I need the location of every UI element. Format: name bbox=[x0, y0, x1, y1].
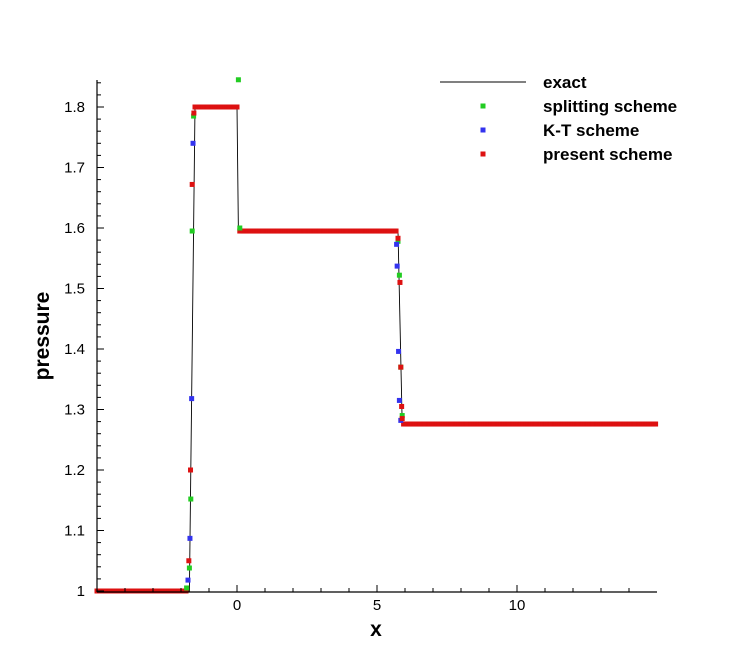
legend: exact splitting scheme K-T scheme present s… bbox=[440, 73, 677, 164]
point-present-scheme bbox=[186, 558, 192, 564]
y-tick-label: 1 bbox=[77, 583, 85, 600]
present-plateau-marker bbox=[183, 588, 189, 594]
point-k-t-scheme bbox=[396, 348, 402, 354]
point-present-scheme bbox=[399, 403, 405, 409]
legend-label: K-T scheme bbox=[543, 121, 639, 140]
point-present-scheme bbox=[188, 467, 194, 473]
y-tick-label: 1.4 bbox=[64, 341, 85, 358]
point-splitting-scheme bbox=[396, 272, 402, 278]
point-splitting-scheme bbox=[235, 77, 241, 83]
legend-label: present scheme bbox=[543, 145, 672, 164]
x-tick-label: 0 bbox=[233, 597, 241, 614]
x-tick-label: 10 bbox=[509, 597, 526, 614]
present-plateau-marker bbox=[653, 421, 659, 427]
y-tick-label: 1.3 bbox=[64, 402, 85, 419]
point-splitting-scheme bbox=[191, 113, 197, 119]
ticks: 1 1.1 1.2 1.3 1.4 1.5 1.6 1.7 1.8 0 5 10 bbox=[64, 82, 630, 614]
point-splitting-scheme bbox=[399, 413, 405, 419]
point-k-t-scheme bbox=[187, 535, 193, 541]
series-line-exact bbox=[97, 106, 657, 592]
y-tick-label: 1.2 bbox=[64, 462, 85, 479]
legend-marker bbox=[480, 127, 486, 133]
point-present-scheme bbox=[398, 364, 404, 370]
legend-marker bbox=[480, 103, 486, 109]
point-present-scheme bbox=[189, 181, 195, 187]
point-present-scheme bbox=[395, 235, 401, 241]
legend-label: splitting scheme bbox=[543, 97, 677, 116]
point-splitting-scheme bbox=[186, 565, 192, 571]
y-tick-label: 1.5 bbox=[64, 281, 85, 298]
point-splitting-scheme bbox=[188, 496, 194, 502]
y-tick-label: 1.7 bbox=[64, 160, 85, 177]
point-present-scheme bbox=[399, 416, 405, 422]
point-splitting-scheme bbox=[395, 238, 401, 244]
x-tick-label: 5 bbox=[373, 597, 381, 614]
y-axis-title: pressure bbox=[31, 292, 54, 381]
point-splitting-scheme bbox=[237, 225, 243, 231]
present-plateau-marker bbox=[234, 104, 240, 110]
point-splitting-scheme bbox=[184, 585, 190, 591]
point-splitting-scheme bbox=[189, 228, 195, 234]
point-present-scheme bbox=[397, 279, 403, 285]
y-tick-label: 1.6 bbox=[64, 220, 85, 237]
point-k-t-scheme bbox=[394, 263, 400, 269]
point-k-t-scheme bbox=[190, 140, 196, 146]
plot-area bbox=[94, 77, 659, 594]
point-k-t-scheme bbox=[189, 396, 195, 402]
present-plateau-marker bbox=[393, 228, 399, 234]
point-k-t-scheme bbox=[185, 577, 191, 583]
y-tick-label: 1.1 bbox=[64, 523, 85, 540]
y-tick-label: 1.8 bbox=[64, 99, 85, 116]
point-present-scheme bbox=[191, 110, 197, 116]
point-k-t-scheme bbox=[394, 241, 400, 247]
point-k-t-scheme bbox=[396, 397, 402, 403]
legend-marker bbox=[480, 151, 486, 157]
x-axis-title: x bbox=[370, 618, 382, 641]
legend-label: exact bbox=[543, 73, 587, 92]
